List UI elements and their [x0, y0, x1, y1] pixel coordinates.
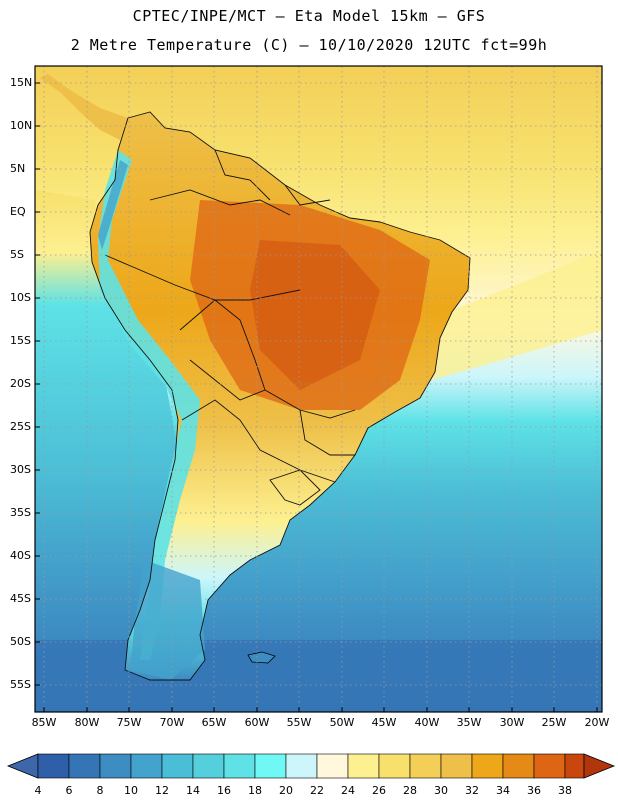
colorbar-bin [254, 753, 287, 779]
lat-label: 35S [10, 506, 31, 519]
colorbar-bin [316, 753, 349, 779]
colorbar-label: 4 [34, 784, 42, 797]
lat-label: 50S [10, 635, 31, 648]
colorbar-label: 8 [96, 784, 104, 797]
lon-label: 75W [116, 716, 142, 729]
patagonia-cold-zone [130, 560, 205, 680]
lon-label: 80W [74, 716, 100, 729]
colorbar-label: 14 [186, 784, 200, 797]
lon-label: 40W [414, 716, 440, 729]
colorbar-bin [502, 753, 535, 779]
colorbar-label: 22 [310, 784, 324, 797]
colorbar-under-arrow [6, 753, 39, 779]
colorbar-bin [285, 753, 318, 779]
colorbar-bin [223, 753, 256, 779]
colorbar-bin [347, 753, 380, 779]
hot-interior-zone [190, 200, 430, 410]
colorbar-label: 32 [465, 784, 479, 797]
lon-label: 65W [201, 716, 227, 729]
lat-label: 10N [10, 119, 33, 132]
lat-label: 30S [10, 463, 31, 476]
colorbar-bin [192, 753, 225, 779]
colorbar-label: 10 [124, 784, 138, 797]
lon-label: 50W [329, 716, 355, 729]
colorbar-label: 36 [527, 784, 541, 797]
colorbar-over-arrow [583, 753, 616, 779]
colorbar-bin [130, 753, 163, 779]
lat-label: EQ [10, 205, 26, 218]
lat-label: 20S [10, 377, 31, 390]
lon-label: 20W [584, 716, 610, 729]
lat-label: 15N [10, 76, 33, 89]
lat-label: 25S [10, 420, 31, 433]
lon-label: 30W [499, 716, 525, 729]
colorbar-label: 6 [65, 784, 73, 797]
colorbar-label: 26 [372, 784, 386, 797]
colorbar-bin [440, 753, 473, 779]
colorbar-bin [161, 753, 194, 779]
colorbar-bin [37, 753, 70, 779]
country-borders [89, 111, 471, 681]
southern-ocean-band [35, 640, 602, 712]
map-title-line-2: 2 Metre Temperature (C) – 10/10/2020 12U… [70, 36, 548, 54]
central-america-land [40, 74, 128, 140]
falkland-islands [247, 651, 276, 664]
lon-label: 35W [456, 716, 482, 729]
map-frame [34, 65, 603, 713]
hottest-core-zone [250, 240, 380, 390]
lat-label: 10S [10, 291, 31, 304]
lon-label: 60W [244, 716, 270, 729]
colorbar-label: 28 [403, 784, 417, 797]
colorbar-bin [409, 753, 442, 779]
lon-label: 25W [541, 716, 567, 729]
colorbar-label: 30 [434, 784, 448, 797]
colorbar-bin [68, 753, 101, 779]
axis-ticks [35, 82, 598, 712]
lat-label: 5N [10, 162, 26, 175]
lon-label: 70W [159, 716, 185, 729]
colorbar-bin [564, 753, 585, 779]
colorbar-label: 20 [279, 784, 293, 797]
lat-label: 40S [10, 549, 31, 562]
lon-label: 85W [31, 716, 57, 729]
colorbar-bin [99, 753, 132, 779]
lat-label: 5S [10, 248, 24, 261]
colorbar-label: 34 [496, 784, 510, 797]
colorbar-bin [471, 753, 504, 779]
colorbar-label: 38 [558, 784, 572, 797]
lat-label: 45S [10, 592, 31, 605]
map-title-line-1: CPTEC/INPE/MCT – Eta Model 15km – GFS [132, 7, 486, 25]
andes-high-cold [98, 160, 128, 250]
colorbar-bin [378, 753, 411, 779]
colorbar-label: 24 [341, 784, 355, 797]
colorbar [6, 753, 616, 779]
colorbar-label: 12 [155, 784, 169, 797]
lat-label: 55S [10, 678, 31, 691]
colorbar-label: 16 [217, 784, 231, 797]
lat-label: 15S [10, 334, 31, 347]
colorbar-label: 18 [248, 784, 262, 797]
lon-label: 55W [286, 716, 312, 729]
colorbar-bin [533, 753, 566, 779]
lon-label: 45W [371, 716, 397, 729]
